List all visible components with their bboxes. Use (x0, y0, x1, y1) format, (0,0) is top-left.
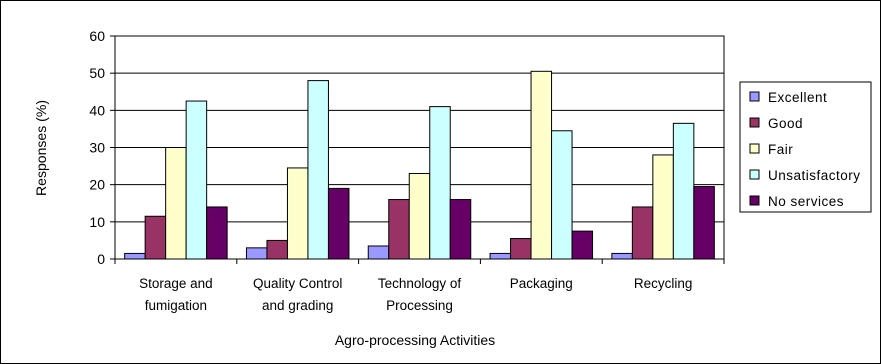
bar-unsatisfactory (672, 122, 695, 260)
bar-excellent (245, 247, 268, 260)
x-tick-label: Storage and (139, 276, 213, 291)
y-tick-label: 50 (89, 65, 105, 81)
bar-good (510, 238, 532, 260)
bar-excellent (611, 252, 633, 260)
legend-label: Fair (768, 142, 793, 157)
x-tick-label: Technology of (378, 276, 462, 291)
bar-good (631, 206, 654, 260)
x-tick-label: Quality Control (253, 276, 342, 291)
x-tick-label: fumigation (145, 298, 207, 313)
x-tick-label: Processing (386, 298, 453, 313)
bar-no-services (206, 206, 228, 260)
legend-swatch (749, 91, 760, 102)
y-tick-label: 10 (89, 214, 105, 230)
legend: Excellent Good Fair Unsatisfactory No servic… (739, 81, 872, 213)
plot-area-border (114, 35, 725, 260)
bar-no-services (449, 199, 472, 260)
y-tick-label: 30 (89, 140, 105, 156)
bar-good (388, 199, 410, 260)
bar-no-services (571, 230, 594, 260)
x-tick-label: and grading (262, 298, 333, 313)
y-tick-label: 40 (89, 102, 105, 118)
bar-no-services (693, 186, 715, 260)
bar-fair (530, 70, 553, 260)
y-tick-labels: 0 10 20 30 40 50 60 (89, 28, 105, 267)
x-tick-label: Packaging (510, 276, 573, 291)
legend-swatch (749, 143, 760, 154)
bar-no-services (327, 187, 350, 260)
y-tick-label: 20 (89, 177, 105, 193)
bar-fair (165, 147, 187, 260)
legend-label: No services (768, 194, 844, 209)
bar-unsatisfactory (551, 130, 573, 260)
bar-unsatisfactory (307, 80, 329, 260)
bar-good (144, 215, 167, 260)
bars (124, 70, 715, 260)
x-tick-label: Recycling (634, 276, 693, 291)
bar-fair (652, 154, 674, 260)
y-tick-label: 0 (97, 251, 105, 267)
bar-fair (408, 173, 431, 260)
x-axis-title: Agro-processing Activities (335, 332, 495, 348)
bar-excellent (367, 245, 390, 260)
legend-frame (739, 81, 872, 213)
y-axis-title: Responses (%) (33, 100, 49, 196)
bar-excellent (489, 252, 512, 260)
axes (110, 35, 725, 264)
bar-good (266, 239, 288, 260)
legend-swatch (749, 117, 760, 128)
legend-label: Excellent (768, 90, 827, 105)
bar-fair (286, 167, 309, 260)
y-tick-label: 60 (89, 28, 105, 44)
bar-unsatisfactory (185, 100, 208, 260)
bar-excellent (124, 252, 146, 260)
x-tick-labels: Storage and fumigation Quality Control and … (139, 276, 692, 313)
legend-swatch (749, 195, 760, 206)
legend-label: Unsatisfactory (768, 168, 861, 183)
bar-unsatisfactory (429, 106, 451, 260)
legend-label: Good (768, 116, 803, 131)
legend-swatch (749, 169, 760, 180)
